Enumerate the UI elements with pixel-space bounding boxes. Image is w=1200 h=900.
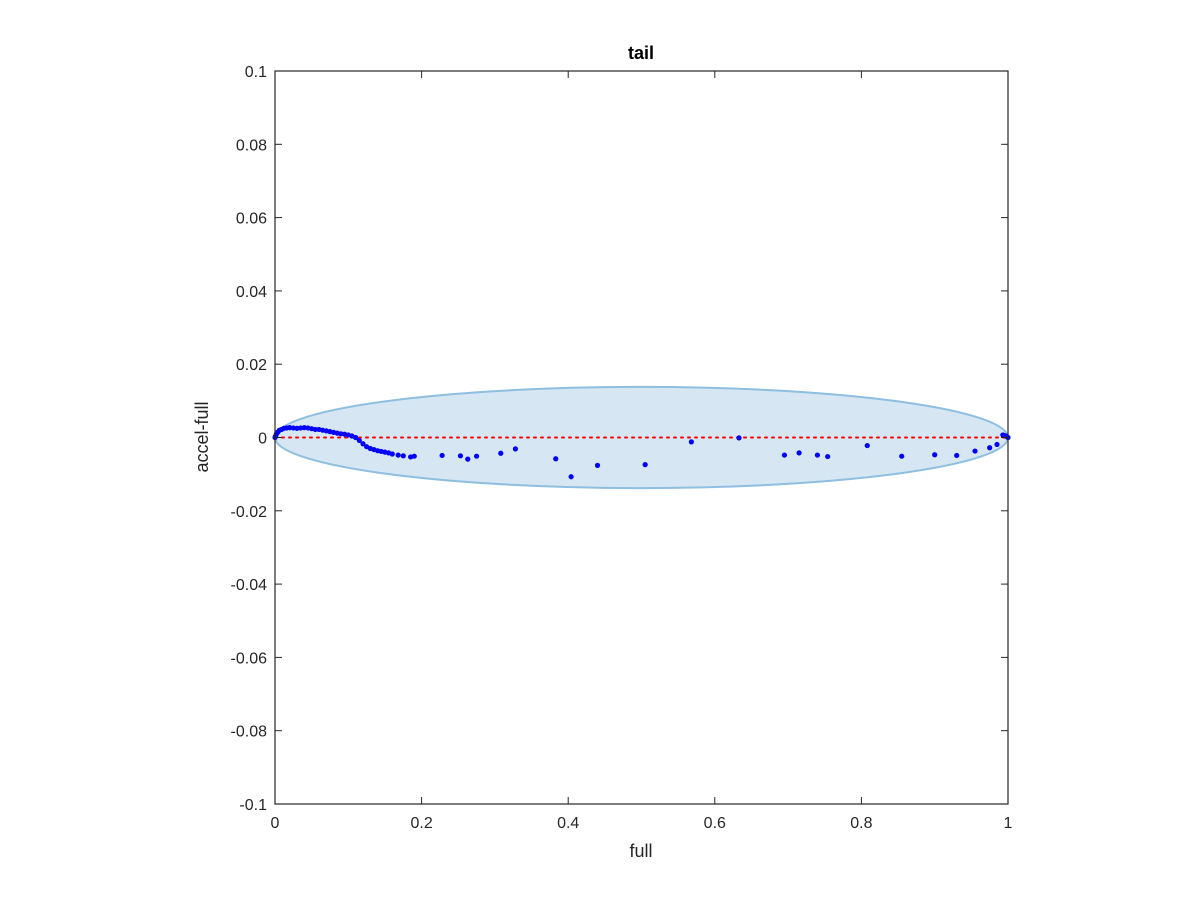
data-point (642, 462, 648, 468)
data-point (972, 448, 978, 454)
data-point (736, 435, 742, 441)
data-point (594, 462, 601, 468)
data-point (954, 452, 960, 459)
data-point (899, 453, 905, 459)
data-point (568, 474, 574, 480)
x-tick-label: 0.6 (704, 815, 726, 832)
data-point (360, 441, 366, 447)
y-tick-label: 0.06 (236, 211, 267, 228)
data-point (498, 450, 504, 456)
data-point (796, 450, 802, 456)
data-point (688, 439, 694, 445)
data-point (400, 453, 406, 459)
data-point (395, 452, 401, 458)
data-point (987, 445, 993, 451)
data-point (411, 453, 417, 459)
x-tick-label: 0.8 (850, 815, 872, 832)
data-point (825, 453, 831, 460)
data-point (353, 434, 359, 441)
y-tick-label: 0.08 (236, 137, 267, 154)
y-tick-label: 0 (258, 431, 267, 448)
data-point (994, 441, 1000, 448)
data-point (864, 442, 870, 449)
data-point (389, 451, 395, 457)
y-tick-label: -0.04 (231, 577, 268, 594)
x-tick-label: 1 (1004, 815, 1013, 832)
data-point (457, 453, 464, 459)
y-tick-label: -0.08 (231, 724, 268, 741)
x-tick-label: 0.2 (410, 815, 432, 832)
y-tick-label: 0.02 (236, 357, 267, 374)
data-point (553, 456, 559, 462)
y-tick-label: 0.1 (245, 64, 267, 81)
y-tick-label: -0.02 (231, 504, 268, 521)
y-axis-label: accel-full (192, 401, 212, 472)
data-point (512, 446, 519, 452)
y-tick-label: 0.04 (236, 284, 267, 301)
x-axis-label: full (629, 841, 652, 861)
data-point (932, 452, 938, 458)
data-point (465, 456, 471, 462)
data-point (312, 426, 318, 433)
data-points-layer (272, 425, 1011, 480)
data-point (781, 452, 788, 458)
ticks-layer: 0 0.2 0.4 0.6 0.8 1 0.1 0.08 0.06 0.04 0.02 0 -0.02 -… (231, 64, 1013, 832)
chart-title: tail (628, 43, 654, 63)
data-point (814, 452, 821, 458)
data-point (439, 452, 445, 459)
data-point (473, 453, 480, 459)
data-point (356, 437, 362, 444)
x-tick-label: 0.4 (557, 815, 579, 832)
x-tick-label: 0 (271, 815, 280, 832)
y-tick-label: -0.06 (231, 650, 268, 667)
y-tick-label: -0.1 (239, 797, 267, 814)
